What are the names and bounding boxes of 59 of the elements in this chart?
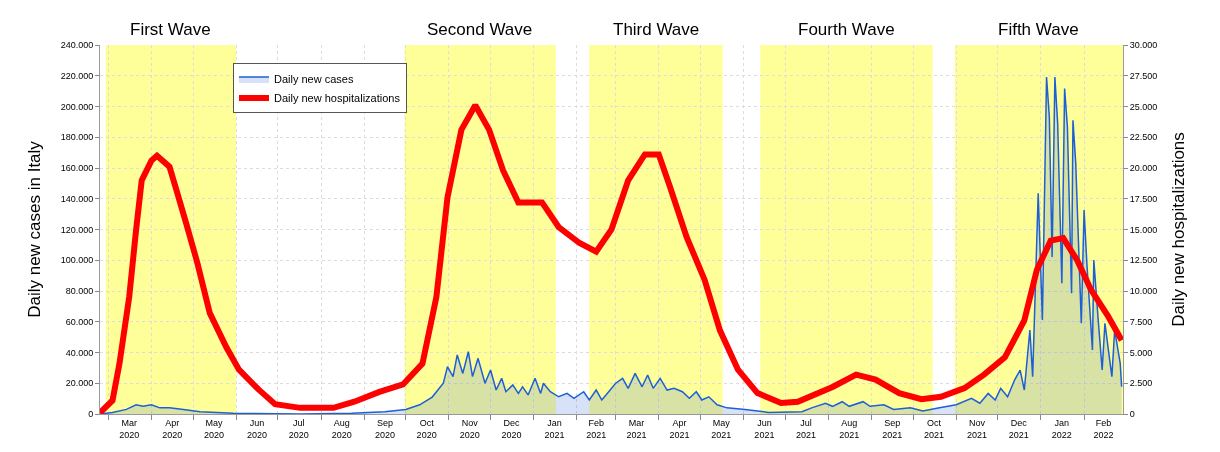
y-tick-label: 80.000 <box>65 286 94 297</box>
y2-tick-label: 5.000 <box>1129 347 1153 358</box>
x-tick-label: Jul 2020 <box>288 417 309 440</box>
y-tick-label: 120.000 <box>60 224 94 235</box>
x-tick-label: Jan 2021 <box>544 417 565 440</box>
y2-tick-label: 10.000 <box>1129 286 1158 297</box>
x-tick-label: Jan 2022 <box>1051 417 1072 440</box>
y2-tick-label: 27.500 <box>1129 70 1158 81</box>
x-tick-label: Oct 2020 <box>416 417 437 440</box>
band-label: Second Wave <box>427 20 533 39</box>
y-tick-label: 220.000 <box>60 70 94 81</box>
x-tick-label: Aug 2021 <box>839 417 860 440</box>
x-tick-label: Sep 2020 <box>374 417 395 440</box>
x-tick-label: Feb 2021 <box>586 417 607 440</box>
x-tick-label: Oct 2021 <box>923 417 944 440</box>
y2-tick-label: 20.000 <box>1129 163 1158 174</box>
y-tick-label: 20.000 <box>65 378 94 389</box>
y2-tick-label: 17.500 <box>1129 193 1158 204</box>
x-tick-label: Apr 2020 <box>162 417 183 440</box>
x-tick-label: Aug 2020 <box>331 417 352 440</box>
x-tick-label: Apr 2021 <box>669 417 690 440</box>
y-tick-label: 160.000 <box>60 163 94 174</box>
y2-tick-label: 22.500 <box>1129 132 1158 143</box>
y-tick-label: 100.000 <box>60 255 94 266</box>
x-tick-label: Jul 2021 <box>796 417 817 440</box>
x-tick-label: Dec 2021 <box>1008 417 1029 440</box>
x-tick-label: May 2021 <box>711 417 732 440</box>
x-tick-label: Sep 2021 <box>882 417 903 440</box>
y-tick-label: 200.000 <box>60 101 94 112</box>
x-tick-label: Jun 2020 <box>247 417 268 440</box>
y2-tick-label: 12.500 <box>1129 255 1158 266</box>
x-tick-label: Feb 2022 <box>1093 417 1114 440</box>
y-tick-label: 180.000 <box>60 132 94 143</box>
y-axis-title: Daily new cases in Italy <box>25 140 45 318</box>
y2-tick-label: 7.500 <box>1129 316 1153 327</box>
y2-tick-label: 0 <box>1129 409 1135 420</box>
y-tick-label: 40.000 <box>65 347 94 358</box>
band-label: Third Wave <box>613 20 700 39</box>
band-label: Fifth Wave <box>998 20 1079 39</box>
x-tick-label: Dec 2020 <box>501 417 522 440</box>
x-tick-label: Nov 2021 <box>967 417 988 440</box>
band-label: Fourth Wave <box>798 20 895 39</box>
x-tick-label: Nov 2020 <box>459 417 480 440</box>
y2-axis-title: Daily new hospitalizations <box>1168 132 1188 327</box>
y2-tick-label: 25.000 <box>1129 101 1158 112</box>
y2-tick-label: 2.500 <box>1129 378 1153 389</box>
y2-tick-label: 15.000 <box>1129 224 1158 235</box>
legend-label: Daily new cases <box>273 73 354 86</box>
y-tick-label: 0 <box>88 409 94 420</box>
x-tick-label: Mar 2021 <box>626 417 647 440</box>
y2-tick-label: 30.000 <box>1129 40 1158 51</box>
x-tick-label: May 2020 <box>203 417 224 440</box>
band-label: First Wave <box>130 20 211 39</box>
legend-label: Daily new hospitalizations <box>273 92 401 105</box>
y-tick-label: 140.000 <box>60 193 94 204</box>
x-tick-label: Mar 2020 <box>119 417 140 440</box>
x-tick-label: Jun 2021 <box>754 417 775 440</box>
y-tick-label: 240.000 <box>60 40 94 51</box>
y-tick-label: 60.000 <box>65 316 94 327</box>
